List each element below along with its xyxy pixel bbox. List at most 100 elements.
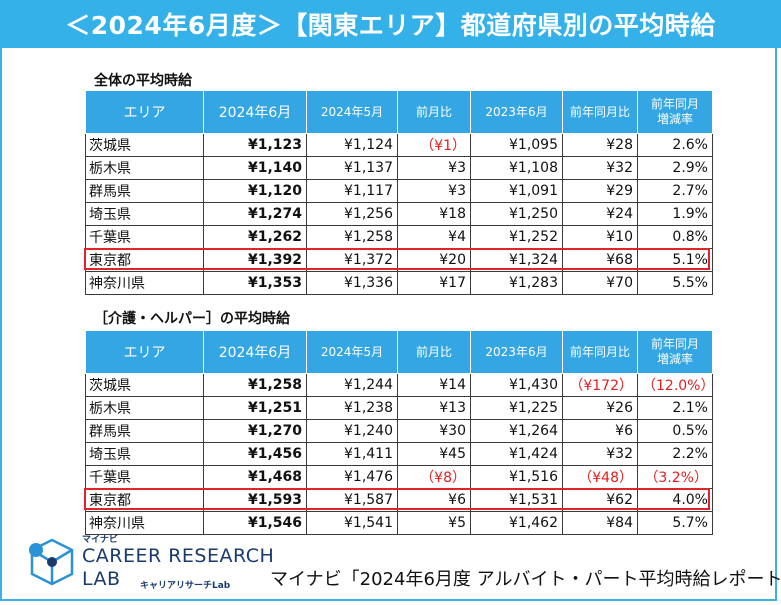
header-jun-2024: 2024年6月	[203, 330, 307, 374]
cell-jun23: ¥1,531	[470, 488, 563, 512]
cell-jun24: ¥1,353	[203, 271, 307, 295]
section2-label: ［介護・ヘルパー］の平均時給	[94, 311, 290, 327]
cell-may24: ¥1,372	[306, 248, 398, 272]
cell-yoy: ¥26	[562, 396, 638, 420]
cell-jun24: ¥1,468	[203, 465, 307, 489]
cell-mom: （¥1）	[397, 133, 471, 157]
table-row: 埼玉県 ¥1,456 ¥1,411 ¥45 ¥1,424 ¥32 2.2%	[85, 442, 713, 466]
cell-jun24: ¥1,258	[203, 373, 307, 397]
cell-jun24: ¥1,123	[203, 133, 307, 157]
cell-jun23: ¥1,324	[470, 248, 563, 272]
cell-jun23: ¥1,252	[470, 225, 563, 249]
cell-mom: ¥14	[397, 373, 471, 397]
cell-pref: 神奈川県	[85, 271, 204, 295]
cell-rate: 4.0%	[637, 488, 713, 512]
cell-jun24: ¥1,120	[203, 179, 307, 203]
table-row: 茨城県 ¥1,258 ¥1,244 ¥14 ¥1,430 （¥172） （12.0%）	[85, 373, 714, 397]
header-mom: 前月比	[397, 330, 471, 374]
cell-may24: ¥1,240	[306, 419, 398, 443]
cell-jun23: ¥1,424	[470, 442, 563, 466]
cell-pref: 栃木県	[85, 396, 204, 420]
cell-jun24: ¥1,270	[203, 419, 307, 443]
cell-rate: （3.2%）	[637, 465, 713, 489]
cell-rate: 2.9%	[637, 156, 713, 180]
table-row: 栃木県 ¥1,140 ¥1,137 ¥3 ¥1,108 ¥32 2.9%	[85, 156, 713, 180]
cell-rate: 1.9%	[637, 202, 713, 226]
cell-jun23: ¥1,430	[470, 373, 563, 397]
header-may-2024: 2024年5月	[306, 330, 398, 374]
cell-pref: 茨城県	[85, 373, 204, 397]
cell-yoy: ¥62	[562, 488, 638, 512]
logo-brand: マイナビ	[82, 535, 118, 545]
header-jun-2023: 2023年6月	[470, 90, 563, 134]
cell-jun24: ¥1,262	[203, 225, 307, 249]
cell-pref: 神奈川県	[85, 511, 204, 535]
cell-jun24: ¥1,546	[203, 511, 307, 535]
logo-name-line1: CAREER RESEARCH	[82, 545, 275, 567]
header-yoy-rate: 前年同月 増減率	[637, 330, 713, 374]
source-citation: マイナビ「2024年6月度 アルバイト・パート平均時給レポート」	[270, 569, 781, 590]
cell-jun23: ¥1,283	[470, 271, 563, 295]
cell-mom: ¥30	[397, 419, 471, 443]
cell-pref: 東京都	[85, 488, 204, 512]
section1-label: 全体の平均時給	[94, 73, 192, 89]
cell-may24: ¥1,137	[306, 156, 398, 180]
header-yoy: 前年同月比	[562, 330, 638, 374]
table-row: 千葉県 ¥1,468 ¥1,476 （¥8） ¥1,516 （¥48） （3.2%）	[85, 465, 713, 489]
cell-rate: 0.5%	[637, 419, 713, 443]
header-yoy-rate: 前年同月 増減率	[637, 90, 713, 134]
cell-may24: ¥1,256	[306, 202, 398, 226]
cell-yoy: ¥68	[562, 248, 638, 272]
cell-rate: 5.7%	[637, 511, 713, 535]
cell-yoy: ¥32	[562, 442, 638, 466]
care-helper-wage-table: エリア 2024年6月 2024年5月 前月比 2023年6月 前年同月比 前年同月 増減率 …	[85, 330, 714, 535]
cell-jun24: ¥1,274	[203, 202, 307, 226]
cell-jun23: ¥1,462	[470, 511, 563, 535]
cell-pref: 栃木県	[85, 156, 204, 180]
cell-rate: 2.7%	[637, 179, 713, 203]
cell-yoy: ¥29	[562, 179, 638, 203]
header-area: エリア	[85, 330, 204, 374]
cell-mom: ¥18	[397, 202, 471, 226]
cell-may24: ¥1,336	[306, 271, 398, 295]
cell-may24: ¥1,258	[306, 225, 398, 249]
cell-jun24: ¥1,140	[203, 156, 307, 180]
cell-rate: 2.1%	[637, 396, 713, 420]
cell-rate: 5.1%	[637, 248, 713, 272]
cell-yoy: ¥10	[562, 225, 638, 249]
cell-rate: 2.2%	[637, 442, 713, 466]
logo-name-jp: キャリアリサーチLab	[140, 581, 231, 591]
cell-mom: ¥4	[397, 225, 471, 249]
cell-pref: 群馬県	[85, 179, 204, 203]
overall-wage-table: エリア 2024年6月 2024年5月 前月比 2023年6月 前年同月比 前年同月 増減率 …	[85, 90, 713, 295]
cell-pref: 茨城県	[85, 133, 204, 157]
cell-yoy: ¥6	[562, 419, 638, 443]
cell-jun23: ¥1,250	[470, 202, 563, 226]
cell-may24: ¥1,124	[306, 133, 398, 157]
cell-rate: 0.8%	[637, 225, 713, 249]
cell-may24: ¥1,244	[306, 373, 398, 397]
cell-jun23: ¥1,095	[470, 133, 563, 157]
cell-mom: ¥20	[397, 248, 471, 272]
cell-mom: ¥45	[397, 442, 471, 466]
cell-may24: ¥1,411	[306, 442, 398, 466]
cell-mom: ¥5	[397, 511, 471, 535]
table-row: 茨城県 ¥1,123 ¥1,124 （¥1） ¥1,095 ¥28 2.6%	[85, 133, 713, 157]
cell-jun24: ¥1,251	[203, 396, 307, 420]
cell-mom: ¥6	[397, 488, 471, 512]
cell-mom: （¥8）	[397, 465, 471, 489]
cell-mom: ¥3	[397, 156, 471, 180]
cell-may24: ¥1,541	[306, 511, 398, 535]
cell-may24: ¥1,476	[306, 465, 398, 489]
cell-pref: 埼玉県	[85, 202, 204, 226]
table-row: 東京都 ¥1,392 ¥1,372 ¥20 ¥1,324 ¥68 5.1%	[85, 248, 713, 272]
cell-pref: 群馬県	[85, 419, 204, 443]
cell-jun23: ¥1,108	[470, 156, 563, 180]
cell-yoy: （¥48）	[562, 465, 638, 489]
career-research-lab-logo-icon	[29, 538, 74, 586]
cell-rate: 2.6%	[637, 133, 713, 157]
table-row: 群馬県 ¥1,120 ¥1,117 ¥3 ¥1,091 ¥29 2.7%	[85, 179, 713, 203]
cell-pref: 千葉県	[85, 225, 204, 249]
cell-mom: ¥13	[397, 396, 471, 420]
cell-jun23: ¥1,516	[470, 465, 563, 489]
